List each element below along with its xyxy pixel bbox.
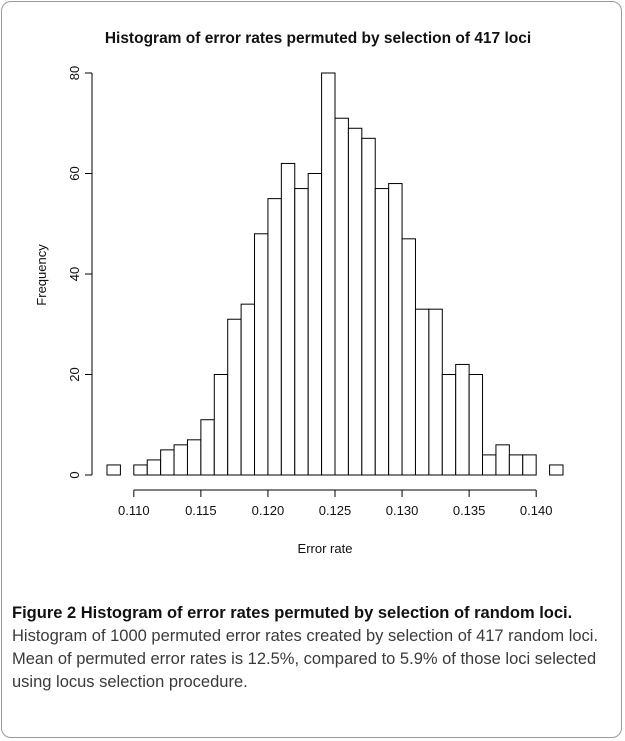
histogram-bar [307,173,323,476]
histogram-bar [227,318,242,476]
histogram-bar [388,183,403,476]
y-axis: 0 20 40 60 80 [67,66,93,479]
histogram-bar [133,464,148,476]
histogram-bar [522,454,537,476]
x-tick-label: 0.110 [118,503,150,518]
x-tick-label: 0.140 [520,503,553,518]
x-tick-label: 0.120 [252,503,285,518]
figure-caption: Figure 2 Histogram of error rates permut… [12,602,610,694]
histogram-bar [482,454,497,476]
chart-title: Histogram of error rates permuted by sel… [105,30,531,47]
histogram-bar [334,117,349,476]
histogram-bar [160,449,175,476]
histogram-bar [495,444,510,476]
histogram-bar [280,162,296,476]
y-tick-label: 40 [67,267,82,281]
histogram-bar [294,188,309,476]
histogram-bar [428,308,443,476]
y-axis-label: Frequency [34,244,49,306]
histogram-bar [106,464,121,476]
y-tick-label: 0 [67,471,82,478]
histogram-bar [549,464,564,476]
x-axis: 0.110 0.115 0.120 0.125 0.130 0.135 0.140 [118,489,553,518]
x-tick-label: 0.125 [319,503,352,518]
histogram-bar [254,233,269,476]
histogram-bar [321,72,336,476]
x-tick-label: 0.115 [185,503,217,518]
histogram-bar [441,374,457,476]
histogram-chart: Histogram of error rates permuted by sel… [34,30,564,556]
histogram-bar [508,454,524,476]
y-tick-label: 60 [67,166,82,180]
histogram-bar [186,439,202,476]
x-axis-label: Error rate [298,541,353,556]
histogram-bar [213,374,229,476]
bars-group [106,72,564,476]
y-tick-label: 20 [67,367,82,381]
histogram-bar [267,198,282,476]
histogram-bar [146,459,162,476]
histogram-bar [414,308,430,476]
histogram-bar [240,303,256,476]
histogram-bar [361,137,376,476]
histogram-bar [401,238,416,476]
caption-label: Figure 2 Histogram of error rates permut… [12,604,573,622]
histogram-bar [173,444,188,476]
x-tick-label: 0.135 [453,503,486,518]
histogram-bar [468,374,484,476]
x-tick-label: 0.130 [386,503,419,518]
histogram-bar [374,188,390,476]
caption-text: Histogram of 1000 permuted error rates c… [12,627,599,691]
histogram-bar [455,363,470,476]
histogram-bar [200,419,215,476]
y-tick-label: 80 [67,66,82,80]
histogram-bar [347,127,363,476]
